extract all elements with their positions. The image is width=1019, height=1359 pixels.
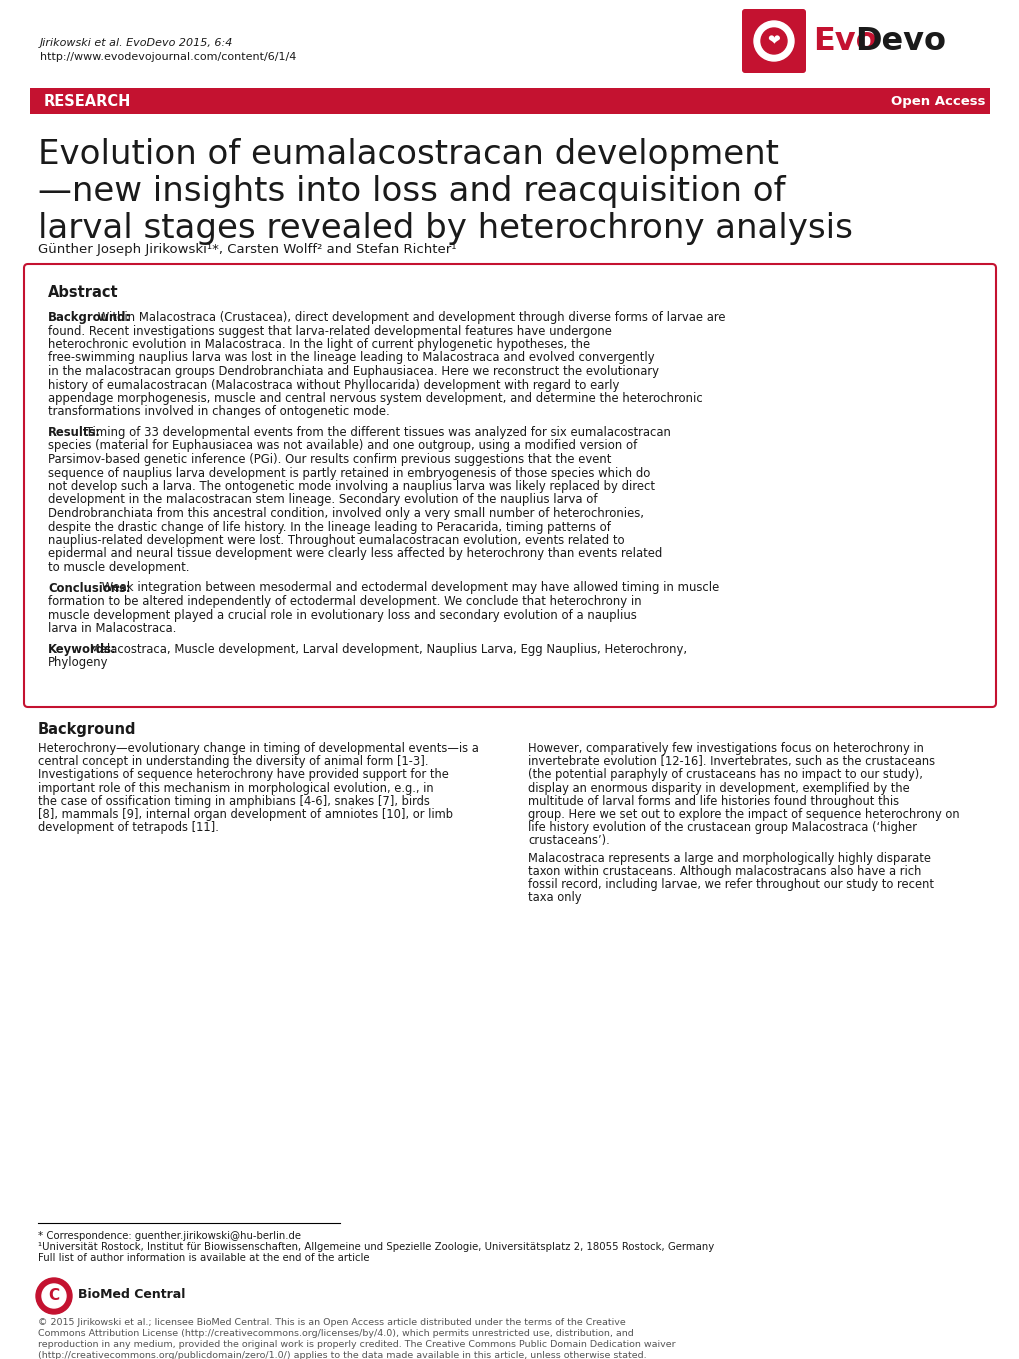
Text: species (material for Euphausiacea was not available) and one outgroup, using a : species (material for Euphausiacea was n… (48, 439, 637, 453)
Circle shape (753, 20, 793, 61)
Text: ❤: ❤ (767, 34, 780, 49)
Text: Abstract: Abstract (48, 285, 118, 300)
Text: multitude of larval forms and life histories found throughout this: multitude of larval forms and life histo… (528, 795, 898, 807)
Text: Background: Background (38, 722, 137, 737)
Text: larval stages revealed by heterochrony analysis: larval stages revealed by heterochrony a… (38, 212, 852, 245)
Text: fossil record, including larvae, we refer throughout our study to recent: fossil record, including larvae, we refe… (528, 878, 933, 892)
Text: transformations involved in changes of ontogenetic mode.: transformations involved in changes of o… (48, 405, 389, 419)
Text: appendage morphogenesis, muscle and central nervous system development, and dete: appendage morphogenesis, muscle and cent… (48, 391, 702, 405)
Text: Timing of 33 developmental events from the different tissues was analyzed for si: Timing of 33 developmental events from t… (82, 425, 669, 439)
Bar (30, 88, 989, 114)
Text: epidermal and neural tissue development were clearly less affected by heterochro: epidermal and neural tissue development … (48, 548, 661, 560)
FancyBboxPatch shape (741, 10, 805, 73)
Text: However, comparatively few investigations focus on heterochrony in: However, comparatively few investigation… (528, 742, 923, 756)
Text: in the malacostracan groups Dendrobranchiata and Euphausiacea. Here we reconstru: in the malacostracan groups Dendrobranch… (48, 366, 658, 378)
Text: Jirikowski et al. EvoDevo 2015, 6:4: Jirikowski et al. EvoDevo 2015, 6:4 (40, 38, 233, 48)
Text: Investigations of sequence heterochrony have provided support for the: Investigations of sequence heterochrony … (38, 768, 448, 781)
Circle shape (36, 1277, 72, 1314)
Text: RESEARCH: RESEARCH (44, 94, 131, 109)
Text: Results:: Results: (48, 425, 101, 439)
Text: life history evolution of the crustacean group Malacostraca (‘higher: life history evolution of the crustacean… (528, 821, 916, 834)
Text: Malacostraca, Muscle development, Larval development, Nauplius Larva, Egg Naupli: Malacostraca, Muscle development, Larval… (86, 643, 686, 655)
Text: Heterochrony—evolutionary change in timing of developmental events—is a: Heterochrony—evolutionary change in timi… (38, 742, 478, 756)
Text: sequence of nauplius larva development is partly retained in embryogenesis of th: sequence of nauplius larva development i… (48, 466, 650, 480)
Text: invertebrate evolution [12-16]. Invertebrates, such as the crustaceans: invertebrate evolution [12-16]. Inverteb… (528, 756, 934, 768)
FancyBboxPatch shape (24, 264, 995, 707)
Text: Evolution of eumalacostracan development: Evolution of eumalacostracan development (38, 139, 779, 171)
Text: larva in Malacostraca.: larva in Malacostraca. (48, 622, 176, 635)
Text: Parsimov-based genetic inference (PGi). Our results confirm previous suggestions: Parsimov-based genetic inference (PGi). … (48, 453, 610, 466)
Text: Commons Attribution License (http://creativecommons.org/licenses/by/4.0), which : Commons Attribution License (http://crea… (38, 1329, 633, 1339)
Text: ¹Universität Rostock, Institut für Biowissenschaften, Allgemeine und Spezielle Z: ¹Universität Rostock, Institut für Biowi… (38, 1242, 713, 1252)
Text: Evo: Evo (812, 26, 876, 57)
Text: Keywords:: Keywords: (48, 643, 116, 655)
Text: despite the drastic change of life history. In the lineage leading to Peracarida: despite the drastic change of life histo… (48, 520, 610, 534)
Text: BioMed Central: BioMed Central (77, 1288, 185, 1301)
Text: Open Access: Open Access (891, 95, 985, 107)
Text: muscle development played a crucial role in evolutionary loss and secondary evol: muscle development played a crucial role… (48, 609, 636, 621)
Text: group. Here we set out to explore the impact of sequence heterochrony on: group. Here we set out to explore the im… (528, 809, 959, 821)
Text: © 2015 Jirikowski et al.; licensee BioMed Central. This is an Open Access articl: © 2015 Jirikowski et al.; licensee BioMe… (38, 1318, 625, 1326)
Text: taxa only: taxa only (528, 892, 581, 904)
Text: Within Malacostraca (Crustacea), direct development and development through dive: Within Malacostraca (Crustacea), direct … (94, 311, 725, 323)
Text: found. Recent investigations suggest that larva-related developmental features h: found. Recent investigations suggest tha… (48, 325, 611, 337)
Text: reproduction in any medium, provided the original work is properly credited. The: reproduction in any medium, provided the… (38, 1340, 675, 1349)
Text: Malacostraca represents a large and morphologically highly disparate: Malacostraca represents a large and morp… (528, 852, 930, 864)
Text: crustaceans’).: crustaceans’). (528, 834, 609, 848)
Text: history of eumalacostracan (Malacostraca without Phyllocarida) development with : history of eumalacostracan (Malacostraca… (48, 379, 619, 391)
Text: to muscle development.: to muscle development. (48, 561, 190, 573)
Text: taxon within crustaceans. Although malacostracans also have a rich: taxon within crustaceans. Although malac… (528, 864, 920, 878)
Circle shape (42, 1284, 66, 1307)
Text: Full list of author information is available at the end of the article: Full list of author information is avail… (38, 1253, 369, 1263)
Text: Weak integration between mesodermal and ectodermal development may have allowed : Weak integration between mesodermal and … (98, 582, 719, 594)
Text: nauplius-related development were lost. Throughout eumalacostracan evolution, ev: nauplius-related development were lost. … (48, 534, 624, 548)
Text: the case of ossification timing in amphibians [4-6], snakes [7], birds: the case of ossification timing in amphi… (38, 795, 429, 807)
Text: Phylogeny: Phylogeny (48, 656, 108, 669)
Text: development of tetrapods [11].: development of tetrapods [11]. (38, 821, 219, 834)
Text: heterochronic evolution in Malacostraca. In the light of current phylogenetic hy: heterochronic evolution in Malacostraca.… (48, 338, 590, 351)
Text: [8], mammals [9], internal organ development of amniotes [10], or limb: [8], mammals [9], internal organ develop… (38, 809, 452, 821)
Text: important role of this mechanism in morphological evolution, e.g., in: important role of this mechanism in morp… (38, 781, 433, 795)
Circle shape (760, 29, 787, 54)
Text: development in the malacostracan stem lineage. Secondary evolution of the naupli: development in the malacostracan stem li… (48, 493, 597, 507)
Text: formation to be altered independently of ectodermal development. We conclude tha: formation to be altered independently of… (48, 595, 641, 607)
Text: central concept in understanding the diversity of animal form [1-3].: central concept in understanding the div… (38, 756, 428, 768)
Text: (http://creativecommons.org/publicdomain/zero/1.0/) applies to the data made ava: (http://creativecommons.org/publicdomain… (38, 1351, 646, 1359)
Text: Devo: Devo (854, 26, 945, 57)
Text: display an enormous disparity in development, exemplified by the: display an enormous disparity in develop… (528, 781, 909, 795)
Text: * Correspondence: guenther.jirikowski@hu-berlin.de: * Correspondence: guenther.jirikowski@hu… (38, 1231, 301, 1241)
Text: Conclusions:: Conclusions: (48, 582, 130, 594)
Text: Background:: Background: (48, 311, 131, 323)
Text: free-swimming nauplius larva was lost in the lineage leading to Malacostraca and: free-swimming nauplius larva was lost in… (48, 352, 654, 364)
Text: Dendrobranchiata from this ancestral condition, involved only a very small numbe: Dendrobranchiata from this ancestral con… (48, 507, 643, 520)
Text: (the potential paraphyly of crustaceans has no impact to our study),: (the potential paraphyly of crustaceans … (528, 768, 922, 781)
Text: http://www.evodevojournal.com/content/6/1/4: http://www.evodevojournal.com/content/6/… (40, 52, 297, 63)
Text: C: C (48, 1288, 59, 1303)
Text: not develop such a larva. The ontogenetic mode involving a nauplius larva was li: not develop such a larva. The ontogeneti… (48, 480, 654, 493)
Text: Günther Joseph Jirikowski¹*, Carsten Wolff² and Stefan Richter¹: Günther Joseph Jirikowski¹*, Carsten Wol… (38, 243, 457, 255)
Text: —new insights into loss and reacquisition of: —new insights into loss and reacquisitio… (38, 175, 785, 208)
